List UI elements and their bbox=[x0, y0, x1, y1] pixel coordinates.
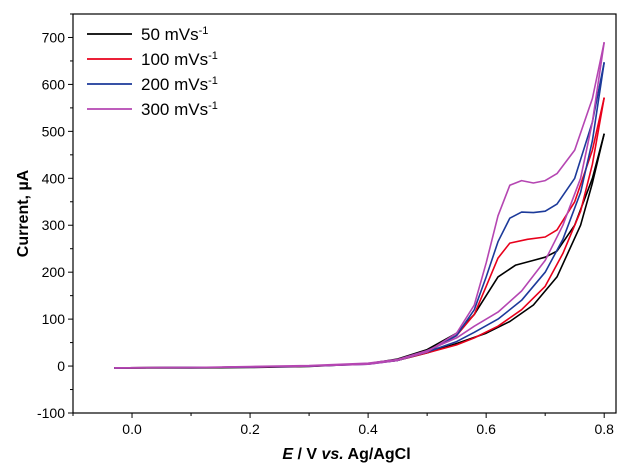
ticks-layer: 0.0 0.2 0.4 0.6 0.8 -100 0 100 200 300 400 500 600 70… bbox=[37, 13, 614, 437]
curves-layer bbox=[114, 42, 605, 369]
legend-label: 100 mVs-1 bbox=[141, 50, 218, 69]
y-tick-label: 700 bbox=[42, 29, 66, 45]
x-axis-title: E / V vs. Ag/AgCl bbox=[282, 446, 410, 463]
x-tick-label: 0.8 bbox=[594, 421, 614, 437]
y-tick-label: 300 bbox=[42, 217, 66, 233]
y-tick-label: 200 bbox=[42, 264, 66, 280]
legend: 50 mVs-1 100 mVs-1 200 mVs-1 300 mVs-1 bbox=[87, 25, 218, 119]
series-line bbox=[114, 133, 605, 369]
legend-label: 50 mVs-1 bbox=[141, 25, 208, 44]
legend-label: 300 mVs-1 bbox=[141, 100, 218, 119]
x-axis-title-part: E bbox=[282, 446, 294, 463]
x-tick-label: 0.6 bbox=[476, 421, 496, 437]
series-line bbox=[114, 42, 605, 369]
x-tick-label: 0.0 bbox=[122, 421, 142, 437]
y-tick-label: 100 bbox=[42, 311, 66, 327]
plot-frame bbox=[72, 13, 617, 414]
x-tick-label: 0.4 bbox=[358, 421, 378, 437]
y-tick-label: 400 bbox=[42, 170, 66, 186]
y-tick-label: -100 bbox=[37, 405, 65, 421]
legend-label: 200 mVs-1 bbox=[141, 75, 218, 94]
y-tick-label: 0 bbox=[57, 358, 65, 374]
x-axis-title-part: / V bbox=[293, 446, 321, 463]
series-line bbox=[114, 97, 605, 369]
x-axis-title-part: Ag/AgCl bbox=[344, 446, 411, 463]
y-axis-title: Current, µA bbox=[15, 169, 32, 257]
x-axis-title-part: vs. bbox=[321, 446, 343, 463]
y-tick-label: 500 bbox=[42, 123, 66, 139]
series-line bbox=[114, 133, 605, 369]
y-tick-label: 600 bbox=[42, 76, 66, 92]
x-tick-label: 0.2 bbox=[240, 421, 260, 437]
series-line bbox=[114, 97, 605, 369]
